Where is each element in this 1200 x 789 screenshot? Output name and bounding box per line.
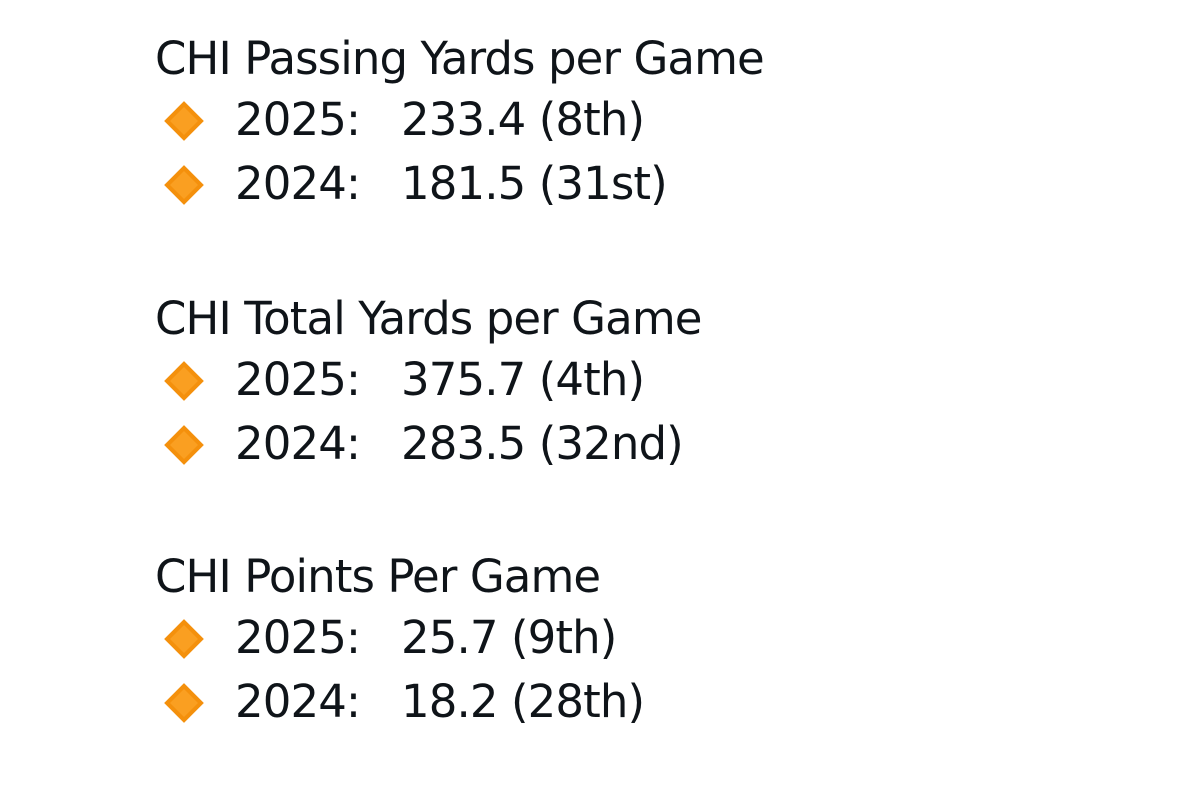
stat-value: 181.5 (31st): [401, 157, 668, 210]
year-label: 2025:: [235, 93, 361, 146]
stat-value: 233.4 (8th): [401, 93, 645, 146]
section-title: CHI Passing Yards per Game: [155, 32, 765, 85]
year-label: 2025:: [235, 611, 361, 664]
stat-value: 25.7 (9th): [401, 611, 617, 664]
year-label: 2024:: [235, 157, 361, 210]
year-label: 2025:: [235, 353, 361, 406]
year-label: 2024:: [235, 417, 361, 470]
orange-diamond-icon: [164, 101, 204, 141]
stat-value: 18.2 (28th): [401, 675, 645, 728]
total-yards-section: CHI Total Yards per Game 2025: 375.7 (4t…: [155, 290, 1155, 476]
stat-row-2025: 2025: 375.7 (4th): [155, 348, 1155, 412]
stat-row-2024: 2024: 283.5 (32nd): [155, 412, 1155, 476]
points-section: CHI Points Per Game 2025: 25.7 (9th) 202…: [155, 548, 1155, 734]
stat-row-2025: 2025: 233.4 (8th): [155, 88, 1155, 152]
stat-value: 283.5 (32nd): [401, 417, 684, 470]
orange-diamond-icon: [164, 165, 204, 205]
orange-diamond-icon: [164, 425, 204, 465]
section-title: CHI Points Per Game: [155, 550, 601, 603]
stat-value: 375.7 (4th): [401, 353, 645, 406]
stat-row-2025: 2025: 25.7 (9th): [155, 606, 1155, 670]
stat-row-2024: 2024: 18.2 (28th): [155, 670, 1155, 734]
orange-diamond-icon: [164, 619, 204, 659]
stat-row-2024: 2024: 181.5 (31st): [155, 152, 1155, 216]
year-label: 2024:: [235, 675, 361, 728]
orange-diamond-icon: [164, 361, 204, 401]
orange-diamond-icon: [164, 683, 204, 723]
passing-yards-section: CHI Passing Yards per Game 2025: 233.4 (…: [155, 30, 1155, 216]
section-title: CHI Total Yards per Game: [155, 292, 702, 345]
